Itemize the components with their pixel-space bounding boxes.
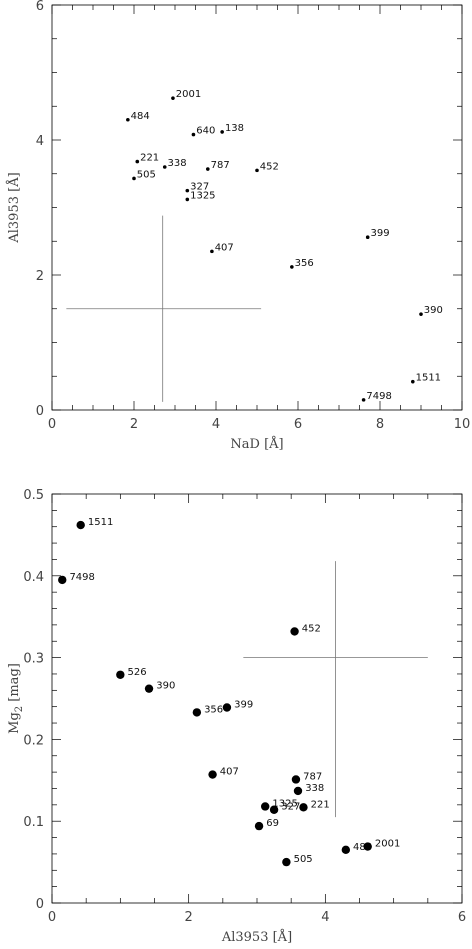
data-point bbox=[210, 249, 214, 254]
data-point-label: 1511 bbox=[416, 373, 441, 384]
y-axis-title: Al3953 [Å] bbox=[6, 172, 22, 243]
y-tick-label: 0.3 bbox=[23, 652, 44, 667]
data-point bbox=[341, 845, 351, 855]
data-point bbox=[255, 168, 259, 173]
data-point-label: 787 bbox=[211, 160, 230, 171]
plot-mg2-vs-al3953: 0 2 4 6 0 0.1 0.2 0.3 0.4 0.5 Al3953 [Å] Mg2 [mag] 1… bbox=[7, 488, 466, 945]
plot-frame bbox=[51, 4, 463, 411]
x-tick-label: 4 bbox=[321, 910, 329, 925]
data-point bbox=[365, 235, 370, 239]
plot-al3953-vs-nad: 0 2 4 6 8 10 0 2 4 6 NaD [Å] Al3953 [Å] 2001 484 640 13… bbox=[6, 0, 470, 452]
data-point bbox=[419, 312, 423, 316]
data-point bbox=[185, 197, 190, 202]
data-point bbox=[254, 821, 264, 831]
data-point bbox=[144, 684, 154, 693]
data-point-label: 338 bbox=[305, 783, 324, 794]
data-point bbox=[291, 775, 301, 784]
data-point-label: 356 bbox=[295, 258, 314, 269]
data-point bbox=[361, 398, 366, 402]
data-point bbox=[411, 379, 415, 384]
data-point-label: 221 bbox=[140, 153, 159, 164]
x-tick-label: 4 bbox=[212, 417, 220, 432]
data-point-label: 221 bbox=[311, 799, 330, 810]
data-point-label: 356 bbox=[204, 704, 223, 715]
data-point-label: 484 bbox=[131, 111, 150, 122]
data-point-label: 1511 bbox=[88, 517, 113, 528]
data-point-label: 1325 bbox=[272, 798, 297, 809]
data-point bbox=[206, 167, 210, 171]
data-point-label: 505 bbox=[137, 169, 156, 180]
y-tick-label: 0.5 bbox=[23, 488, 44, 503]
data-point bbox=[126, 117, 130, 122]
y-tick-label: 2 bbox=[36, 269, 44, 284]
data-point-label: 505 bbox=[294, 854, 313, 865]
data-point bbox=[162, 165, 167, 169]
data-point-label: 1325 bbox=[190, 190, 215, 201]
x-tick-label: 0 bbox=[48, 417, 56, 432]
plot-frame bbox=[51, 493, 463, 904]
x-tick-label: 6 bbox=[294, 417, 302, 432]
x-tick-label: 8 bbox=[376, 417, 384, 432]
data-point bbox=[293, 786, 303, 796]
data-point bbox=[261, 802, 270, 811]
data-point bbox=[363, 842, 372, 851]
data-point-label: 7498 bbox=[366, 391, 391, 402]
data-point bbox=[290, 265, 294, 269]
data-point bbox=[290, 627, 299, 636]
y-tick-label: 6 bbox=[36, 0, 44, 14]
data-point-label: 327 bbox=[190, 182, 209, 193]
data-point-label: 787 bbox=[303, 771, 322, 782]
x-tick-label: 10 bbox=[454, 417, 471, 432]
data-point bbox=[220, 130, 224, 134]
data-point bbox=[171, 96, 175, 100]
x-tick-label: 0 bbox=[48, 910, 56, 925]
data-point-label: 69 bbox=[266, 818, 279, 829]
data-point-label: 7498 bbox=[69, 572, 94, 583]
y-tick-label: 0 bbox=[36, 897, 44, 912]
y-tick-label: 0.1 bbox=[23, 815, 44, 830]
data-point bbox=[299, 803, 308, 812]
data-point-label: 338 bbox=[168, 158, 187, 169]
data-point bbox=[135, 159, 140, 164]
y-tick-label: 0 bbox=[36, 404, 44, 419]
x-axis-title: NaD [Å] bbox=[230, 436, 283, 452]
data-point-label: 452 bbox=[302, 623, 321, 634]
data-point bbox=[185, 188, 190, 193]
data-point-label: 452 bbox=[260, 161, 279, 172]
data-point bbox=[208, 770, 217, 779]
data-point bbox=[269, 805, 279, 814]
x-tick-label: 6 bbox=[458, 910, 466, 925]
data-point-label: 390 bbox=[156, 681, 175, 692]
x-tick-label: 2 bbox=[185, 910, 193, 925]
data-point-label: 390 bbox=[424, 305, 443, 316]
data-point-label: 138 bbox=[225, 123, 244, 134]
data-point bbox=[282, 857, 291, 867]
data-point-label: 484 bbox=[353, 842, 372, 853]
data-point bbox=[192, 708, 202, 717]
data-point bbox=[76, 520, 85, 530]
y-tick-label: 0.2 bbox=[23, 733, 44, 748]
data-point-label: 2001 bbox=[375, 839, 400, 850]
data-point-label: 399 bbox=[234, 699, 253, 710]
x-axis-title: Al3953 [Å] bbox=[221, 929, 292, 945]
y-axis-title: Mg2 [mag] bbox=[7, 663, 25, 734]
data-point-label: 640 bbox=[196, 126, 215, 137]
data-point-label: 399 bbox=[371, 228, 390, 239]
data-point bbox=[58, 575, 67, 585]
data-point bbox=[116, 670, 125, 679]
data-point-label: 526 bbox=[128, 667, 147, 678]
data-point-label: 2001 bbox=[176, 89, 201, 100]
y-tick-label: 4 bbox=[36, 134, 44, 149]
y-tick-label: 0.4 bbox=[23, 570, 44, 585]
data-point-label: 407 bbox=[220, 767, 239, 778]
data-point bbox=[132, 176, 136, 181]
data-point-label: 327 bbox=[281, 802, 300, 813]
data-point bbox=[222, 703, 232, 712]
data-point bbox=[191, 132, 196, 137]
x-tick-label: 2 bbox=[130, 417, 138, 432]
data-point-label: 407 bbox=[215, 242, 234, 253]
